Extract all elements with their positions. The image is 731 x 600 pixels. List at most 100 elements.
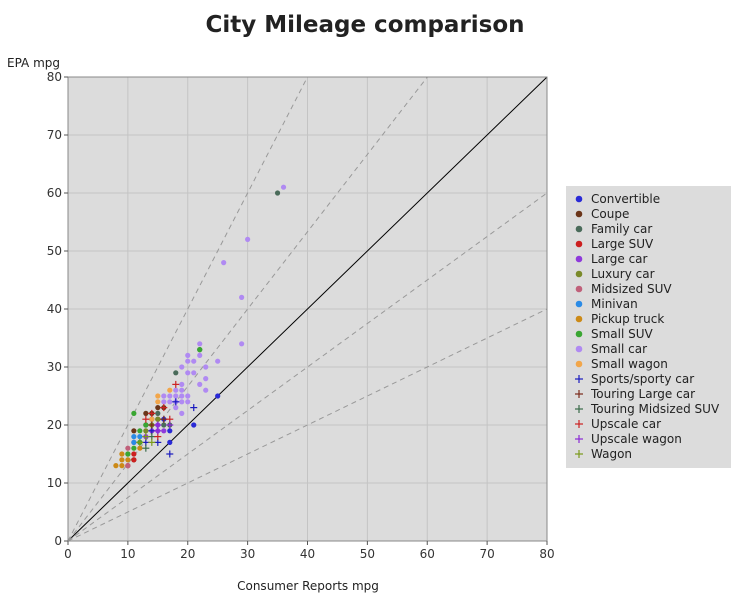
legend-label: Midsized SUV [591, 282, 672, 296]
data-point [131, 428, 137, 434]
reference-line [68, 77, 309, 541]
data-point [155, 399, 161, 405]
data-point [172, 398, 180, 406]
legend-marker [575, 210, 583, 218]
legend-label: Convertible [591, 192, 660, 206]
data-point [172, 380, 180, 388]
x-tick-label: 50 [360, 547, 375, 561]
legend-marker [575, 405, 583, 413]
legend-marker [575, 315, 583, 323]
data-point [166, 450, 174, 458]
data-point [143, 422, 149, 428]
legend-marker [575, 435, 583, 443]
legend-label: Large car [591, 252, 648, 266]
legend-marker [575, 195, 583, 203]
legend-marker [575, 420, 583, 428]
data-point [173, 393, 179, 399]
data-point [137, 428, 143, 434]
data-point [197, 381, 203, 387]
data-point [167, 428, 173, 434]
data-point [179, 364, 185, 370]
legend-marker [575, 255, 583, 263]
data-point [185, 370, 191, 376]
data-point [160, 415, 168, 423]
data-point [167, 399, 173, 405]
data-point [161, 399, 167, 405]
legend-label: Touring Midsized SUV [590, 402, 720, 416]
data-point [136, 438, 144, 446]
x-axis-label: Consumer Reports mpg [237, 579, 379, 593]
data-point [131, 439, 137, 445]
data-point [203, 376, 209, 382]
data-point [113, 463, 119, 469]
y-tick-label: 0 [54, 534, 62, 548]
data-point [149, 416, 155, 422]
data-point [239, 341, 245, 347]
legend-marker [575, 345, 583, 353]
data-point [173, 370, 179, 376]
data-point [160, 404, 168, 412]
data-point [155, 410, 161, 416]
legend-label: Pickup truck [591, 312, 664, 326]
data-point [161, 422, 167, 428]
data-point [179, 410, 185, 416]
data-point [203, 387, 209, 393]
data-point [167, 439, 173, 445]
legend-label: Large SUV [591, 237, 654, 251]
x-tick-label: 30 [240, 547, 255, 561]
legend-background [566, 186, 731, 468]
y-tick-label: 60 [47, 186, 62, 200]
legend-label: Family car [591, 222, 652, 236]
legend-label: Upscale wagon [591, 432, 682, 446]
data-point [239, 294, 245, 300]
legend-marker [575, 375, 583, 383]
data-point [197, 347, 203, 353]
data-point [155, 393, 161, 399]
data-point [161, 393, 167, 399]
legend-label: Small car [591, 342, 647, 356]
x-tick-label: 20 [180, 547, 195, 561]
data-point [119, 451, 125, 457]
y-tick-label: 40 [47, 302, 62, 316]
legend-marker [575, 225, 583, 233]
legend-label: Luxury car [591, 267, 655, 281]
legend-marker [575, 300, 583, 308]
data-point [142, 444, 150, 452]
data-point [179, 387, 185, 393]
data-point [161, 428, 167, 434]
data-point [131, 434, 137, 440]
legend-label: Minivan [591, 297, 638, 311]
data-point [142, 415, 150, 423]
data-point [185, 352, 191, 358]
legend-marker [575, 450, 583, 458]
legend-label: Small SUV [591, 327, 654, 341]
data-point [154, 427, 162, 435]
data-point [125, 451, 131, 457]
data-point [167, 387, 173, 393]
data-point [148, 438, 156, 446]
data-point [125, 463, 131, 469]
data-point [191, 370, 197, 376]
data-point [185, 358, 191, 364]
data-point [274, 190, 281, 196]
data-point [137, 434, 143, 440]
legend-label: Upscale car [591, 417, 661, 431]
data-point [166, 421, 174, 429]
data-point [245, 236, 251, 242]
data-point [179, 381, 185, 387]
data-point [173, 387, 179, 393]
data-point [280, 184, 287, 190]
legend-marker [575, 330, 583, 338]
x-tick-label: 0 [64, 547, 72, 561]
y-tick-label: 80 [47, 70, 62, 84]
data-point [215, 358, 221, 364]
legend-label: Small wagon [591, 357, 668, 371]
y-axis-label: EPA mpg [7, 56, 60, 70]
data-point [215, 393, 221, 399]
data-point [125, 457, 131, 463]
data-point [131, 445, 137, 451]
legend-label: Sports/sporty car [591, 372, 694, 386]
legend-marker [575, 270, 583, 278]
chart-title: City Mileage comparison [205, 12, 524, 38]
